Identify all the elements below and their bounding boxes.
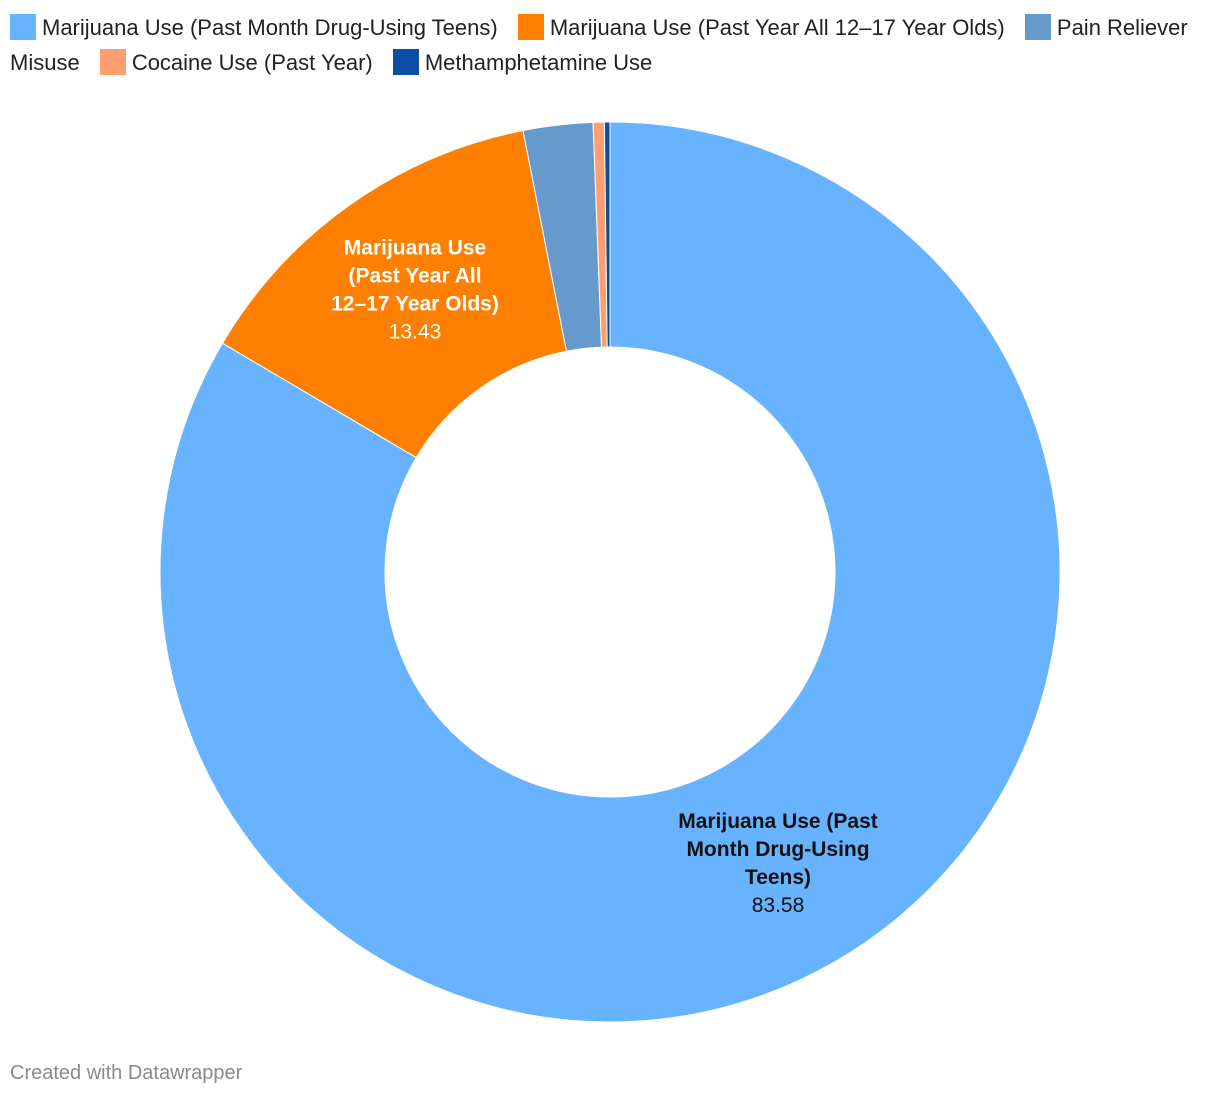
slice-label-name: (Past Year All bbox=[348, 265, 481, 288]
legend-item: Cocaine Use (Past Year) bbox=[99, 49, 373, 75]
legend-label: Cocaine Use (Past Year) bbox=[131, 50, 373, 75]
legend-label: Pain Reliever Misuse bbox=[10, 15, 1188, 75]
legend-swatch bbox=[10, 14, 36, 40]
legend-label: Marijuana Use (Past Month Drug-Using Tee… bbox=[42, 15, 498, 40]
legend-swatch bbox=[517, 14, 544, 40]
legend-label: Methamphetamine Use bbox=[424, 50, 653, 75]
donut-slice bbox=[221, 129, 568, 459]
slice-label-name: 12–17 Year Olds) bbox=[331, 293, 499, 316]
slice-label-name: Marijuana Use (Past bbox=[678, 810, 878, 833]
legend: Marijuana Use (Past Month Drug-Using Tee… bbox=[10, 10, 1210, 80]
slice-label: Marijuana Use (Past Month Drug-Using Teens… bbox=[678, 810, 878, 917]
credit-text: Created with Datawrapper bbox=[10, 1062, 243, 1084]
donut-slice bbox=[159, 121, 1061, 1023]
slice-label-name: Teens) bbox=[745, 866, 811, 889]
legend-swatch bbox=[99, 49, 126, 75]
legend-swatch bbox=[392, 49, 419, 75]
legend-label: Marijuana Use (Past Year All 12–17 Year … bbox=[549, 15, 1005, 40]
legend-item: Marijuana Use (Past Year All 12–17 Year … bbox=[517, 14, 1005, 40]
legend-item: Marijuana Use (Past Month Drug-Using Tee… bbox=[10, 14, 498, 40]
legend-item: Methamphetamine Use bbox=[392, 49, 653, 75]
slice-label-name: Month Drug-Using bbox=[686, 838, 869, 861]
donut-slice bbox=[603, 121, 611, 348]
slice-label-value: 13.43 bbox=[389, 321, 442, 344]
slice-label: Marijuana Use (Past Year All 12–17 Year Ol… bbox=[331, 237, 499, 344]
legend-swatch bbox=[1024, 14, 1051, 40]
slice-label-value: 83.58 bbox=[752, 894, 805, 917]
slice-label-name: Marijuana Use bbox=[344, 237, 486, 260]
legend-item: Pain Reliever Misuse bbox=[10, 14, 1188, 75]
